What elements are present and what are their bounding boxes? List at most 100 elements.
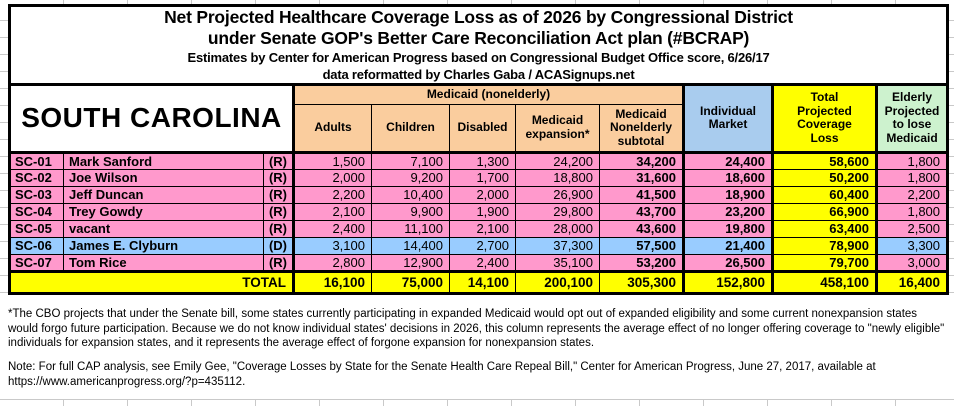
- total-loss-cell: 63,400: [771, 219, 877, 238]
- children-cell: 12,900: [371, 253, 450, 272]
- spreadsheet-gridlines-right: [947, 4, 954, 303]
- total-loss-cell: 79,700: [771, 253, 877, 272]
- total-subtotal-cell: 305,300: [599, 269, 684, 294]
- party-cell: (R): [263, 151, 294, 170]
- rep-name-cell: Trey Gowdy: [63, 202, 264, 221]
- individual-market-header: Individual Market: [682, 83, 773, 154]
- individual-market-cell: 23,200: [682, 202, 773, 221]
- adults-cell: 2,200: [292, 185, 372, 204]
- disabled-cell: 1,700: [449, 168, 516, 187]
- adults-cell: 2,000: [292, 168, 372, 187]
- party-cell: (R): [263, 253, 294, 272]
- adults-cell: 3,100: [292, 236, 372, 255]
- party-cell: (R): [263, 168, 294, 187]
- children-cell: 7,100: [371, 151, 450, 170]
- total-label-cell: TOTAL: [9, 269, 294, 294]
- total-children-cell: 75,000: [371, 269, 450, 294]
- spreadsheet-gridlines-left: [0, 4, 8, 303]
- rep-name-cell: Mark Sanford: [63, 151, 264, 170]
- district-cell: SC-02: [9, 168, 64, 187]
- disabled-cell: 1,300: [449, 151, 516, 170]
- disabled-cell: 2,100: [449, 219, 516, 238]
- elderly-cell: 3,000: [874, 253, 949, 272]
- expansion-cell: 18,800: [515, 168, 600, 187]
- total-elderly-cell: 16,400: [874, 269, 949, 294]
- district-cell: SC-06: [9, 236, 64, 255]
- spreadsheet-gridlines-top: [0, 0, 954, 4]
- rep-name-cell: James E. Clyburn: [63, 236, 264, 255]
- coverage-loss-table: Net Projected Healthcare Coverage Loss a…: [8, 4, 950, 295]
- elderly-cell: 1,800: [874, 202, 949, 221]
- children-header: Children: [371, 103, 450, 154]
- disabled-header: Disabled: [449, 103, 516, 154]
- district-rows: SC-01 Mark Sanford (R) 1,500 7,100 1,300 24,20…: [9, 151, 949, 272]
- total-loss-cell: 78,900: [771, 236, 877, 255]
- subtotal-cell: 31,600: [599, 168, 684, 187]
- individual-market-cell: 19,800: [682, 219, 773, 238]
- medicaid-group-header: Medicaid (nonelderly): [292, 83, 684, 105]
- subtotal-header: Medicaid Nonelderly subtotal: [599, 103, 684, 154]
- children-cell: 11,100: [371, 219, 450, 238]
- subtotal-cell: 43,600: [599, 219, 684, 238]
- expansion-cell: 35,100: [515, 253, 600, 272]
- individual-market-cell: 18,900: [682, 185, 773, 204]
- adults-cell: 2,100: [292, 202, 372, 221]
- subtotal-cell: 41,500: [599, 185, 684, 204]
- children-cell: 9,900: [371, 202, 450, 221]
- district-cell: SC-07: [9, 253, 64, 272]
- disabled-cell: 2,400: [449, 253, 516, 272]
- elderly-cell: 2,500: [874, 219, 949, 238]
- disabled-cell: 2,000: [449, 185, 516, 204]
- table-row: SC-05 vacant (R) 2,400 11,100 2,100 28,000 43,6…: [9, 219, 949, 238]
- adults-cell: 1,500: [292, 151, 372, 170]
- children-cell: 14,400: [371, 236, 450, 255]
- expansion-cell: 37,300: [515, 236, 600, 255]
- adults-cell: 2,400: [292, 219, 372, 238]
- adults-cell: 2,800: [292, 253, 372, 272]
- total-loss-cell: 58,600: [771, 151, 877, 170]
- title-line-3: Estimates by Center for American Progres…: [187, 50, 770, 66]
- elderly-cell: 1,800: [874, 151, 949, 170]
- elderly-cell: 2,200: [874, 185, 949, 204]
- total-loss-cell: 60,400: [771, 185, 877, 204]
- subtotal-cell: 34,200: [599, 151, 684, 170]
- elderly-cell: 3,300: [874, 236, 949, 255]
- subtotal-cell: 57,500: [599, 236, 684, 255]
- rep-name-cell: vacant: [63, 219, 264, 238]
- individual-market-cell: 18,600: [682, 168, 773, 187]
- expansion-cell: 29,800: [515, 202, 600, 221]
- table-row: SC-02 Joe Wilson (R) 2,000 9,200 1,700 18,800 3…: [9, 168, 949, 187]
- title-line-1: Net Projected Healthcare Coverage Loss a…: [164, 7, 793, 27]
- children-cell: 9,200: [371, 168, 450, 187]
- individual-market-cell: 21,400: [682, 236, 773, 255]
- elderly-header: Elderly Projected to lose Medicaid: [874, 83, 949, 154]
- disabled-cell: 2,700: [449, 236, 516, 255]
- district-cell: SC-01: [9, 151, 64, 170]
- state-name-cell: SOUTH CAROLINA: [9, 83, 294, 154]
- total-loss-cell: 66,900: [771, 202, 877, 221]
- total-adults-cell: 16,100: [292, 269, 372, 294]
- grand-total-cell: 458,100: [771, 269, 877, 294]
- adults-header: Adults: [292, 103, 372, 154]
- individual-market-cell: 26,500: [682, 253, 773, 272]
- district-cell: SC-04: [9, 202, 64, 221]
- expansion-cell: 28,000: [515, 219, 600, 238]
- elderly-cell: 1,800: [874, 168, 949, 187]
- total-loss-cell: 50,200: [771, 168, 877, 187]
- cbo-footnote: *The CBO projects that under the Senate …: [8, 307, 949, 352]
- individual-market-cell: 24,400: [682, 151, 773, 170]
- expansion-header: Medicaid expansion*: [515, 103, 600, 154]
- table-row: SC-04 Trey Gowdy (R) 2,100 9,900 1,900 29,800 4…: [9, 202, 949, 221]
- spreadsheet-gridlines-bottom: [0, 399, 954, 406]
- rep-name-cell: Joe Wilson: [63, 168, 264, 187]
- rep-name-cell: Jeff Duncan: [63, 185, 264, 204]
- rep-name-cell: Tom Rice: [63, 253, 264, 272]
- disabled-cell: 1,900: [449, 202, 516, 221]
- party-cell: (D): [263, 236, 294, 255]
- table-row: SC-03 Jeff Duncan (R) 2,200 10,400 2,000 26,90…: [9, 185, 949, 204]
- table-row: SC-01 Mark Sanford (R) 1,500 7,100 1,300 24,20…: [9, 151, 949, 170]
- total-loss-header: Total Projected Coverage Loss: [771, 83, 877, 154]
- total-disabled-cell: 14,100: [449, 269, 516, 294]
- table-row: SC-07 Tom Rice (R) 2,800 12,900 2,400 35,100 53…: [9, 253, 949, 272]
